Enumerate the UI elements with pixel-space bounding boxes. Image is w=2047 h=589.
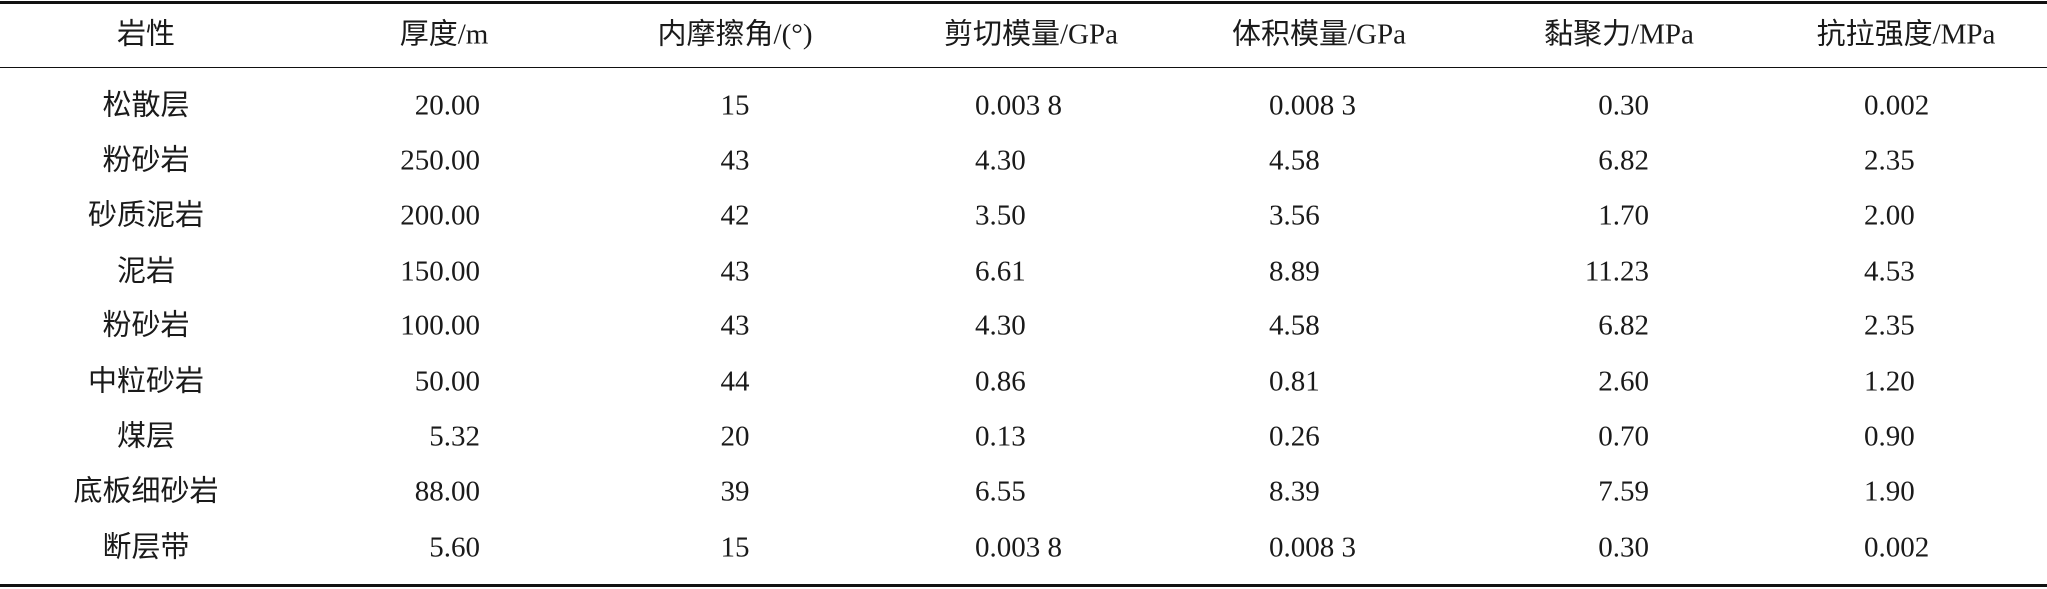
cell-value: 100.00 (400, 309, 480, 342)
cell-value: 42 (720, 199, 750, 232)
cell-value: 1.20 (1864, 365, 1915, 398)
cell-value: 3.56 (1269, 199, 1320, 232)
header-cell: 抗拉强度/MPa (1816, 18, 1996, 51)
cell-value: 0.008 3 (1269, 531, 1356, 564)
cell-value: 6.82 (1598, 144, 1649, 177)
cell-value: 5.60 (429, 531, 480, 564)
cell-value: 4.30 (975, 144, 1026, 177)
cell-value: 39 (720, 475, 750, 508)
row-label: 粉砂岩 (102, 144, 190, 177)
header-cell: 厚度/m (399, 18, 489, 51)
row-label: 中粒砂岩 (87, 365, 205, 398)
cell-value: 2.35 (1864, 144, 1915, 177)
cell-value: 0.30 (1598, 89, 1649, 122)
cell-value: 0.13 (975, 420, 1026, 453)
row-label: 松散层 (102, 89, 190, 122)
cell-value: 6.55 (975, 475, 1026, 508)
row-label: 泥岩 (116, 255, 176, 288)
cell-value: 43 (720, 255, 750, 288)
cell-value: 4.53 (1864, 255, 1915, 288)
header-cell: 黏聚力/MPa (1544, 18, 1694, 51)
cell-value: 20 (720, 420, 750, 453)
cell-value: 0.003 8 (975, 89, 1062, 122)
cell-value: 15 (720, 531, 750, 564)
cell-value: 4.30 (975, 309, 1026, 342)
cell-value: 0.26 (1269, 420, 1320, 453)
cell-value: 5.32 (429, 420, 480, 453)
cell-value: 8.39 (1269, 475, 1320, 508)
row-label: 砂质泥岩 (87, 199, 205, 232)
cell-value: 4.58 (1269, 309, 1320, 342)
cell-value: 0.70 (1598, 420, 1649, 453)
header-cell: 体积模量/GPa (1231, 18, 1407, 51)
cell-value: 7.59 (1598, 475, 1649, 508)
cell-value: 44 (720, 365, 750, 398)
cell-value: 250.00 (400, 144, 480, 177)
cell-value: 150.00 (400, 255, 480, 288)
cell-value: 3.50 (975, 199, 1026, 232)
cell-value: 2.35 (1864, 309, 1915, 342)
cell-value: 2.60 (1598, 365, 1649, 398)
cell-value: 6.82 (1598, 309, 1649, 342)
header-cell: 剪切模量/GPa (943, 18, 1119, 51)
cell-value: 1.90 (1864, 475, 1915, 508)
cell-value: 0.002 (1864, 89, 1930, 122)
bottom-rule (0, 584, 2047, 587)
cell-value: 2.00 (1864, 199, 1915, 232)
cell-value: 0.81 (1269, 365, 1320, 398)
cell-value: 15 (720, 89, 750, 122)
cell-value: 0.90 (1864, 420, 1915, 453)
cell-value: 200.00 (400, 199, 480, 232)
row-label: 粉砂岩 (102, 309, 190, 342)
cell-value: 0.30 (1598, 531, 1649, 564)
cell-value: 50.00 (414, 365, 480, 398)
row-label: 断层带 (102, 531, 190, 564)
header-cell: 岩性 (116, 18, 176, 51)
cell-value: 0.002 (1864, 531, 1930, 564)
cell-value: 11.23 (1584, 255, 1649, 288)
cell-value: 0.008 3 (1269, 89, 1356, 122)
cell-value: 20.00 (414, 89, 480, 122)
cell-value: 8.89 (1269, 255, 1320, 288)
cell-value: 0.86 (975, 365, 1026, 398)
cell-value: 43 (720, 144, 750, 177)
row-label: 底板细砂岩 (73, 475, 219, 508)
header-cell: 内摩擦角/(°) (657, 18, 813, 51)
row-label: 煤层 (116, 420, 176, 453)
cell-value: 88.00 (414, 475, 480, 508)
cell-value: 43 (720, 309, 750, 342)
cell-value: 0.003 8 (975, 531, 1062, 564)
header-rule (0, 67, 2047, 68)
cell-value: 1.70 (1598, 199, 1649, 232)
cell-value: 4.58 (1269, 144, 1320, 177)
top-rule (0, 1, 2047, 4)
cell-value: 6.61 (975, 255, 1026, 288)
